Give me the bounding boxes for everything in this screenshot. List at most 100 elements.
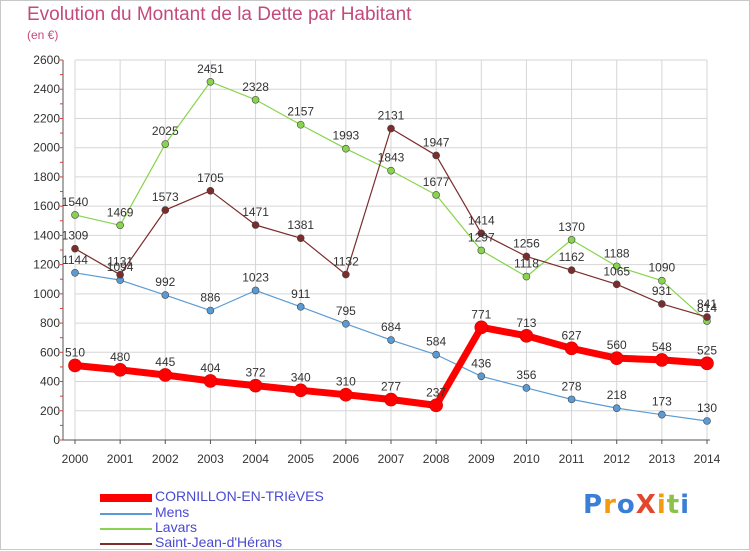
x-tick-label: 2004 [242,452,269,466]
series-point-0 [564,341,579,356]
legend-label: Saint-Jean-d'Hérans [155,534,283,550]
y-tick-label: 0 [53,433,60,447]
series-point-1 [206,306,215,315]
logo-letter: t [666,490,681,520]
series-point-0 [68,358,82,373]
series-point-1 [387,336,395,344]
x-tick-label: 2002 [152,452,179,466]
data-label: 886 [200,291,220,305]
x-tick-label: 2012 [603,452,630,466]
proxiti-logo: ProXiti [583,490,690,520]
data-label: 1993 [333,129,360,143]
series-point-3 [522,252,531,261]
data-label: 1094 [107,260,134,274]
y-tick-label: 2400 [33,82,60,96]
legend-label: Lavars [155,519,198,535]
data-label: 130 [697,401,717,415]
data-label: 1370 [558,220,585,234]
logo-letter: r [603,490,617,520]
series-point-3 [567,266,576,274]
series-point-3 [116,270,124,279]
series-point-0 [113,363,127,377]
y-tick-label: 800 [40,316,60,330]
data-label: 1162 [559,250,585,264]
y-tick-label: 200 [40,404,60,418]
data-label: 340 [291,370,311,384]
data-label: 2328 [242,80,269,94]
series-point-2 [71,211,79,219]
x-tick-label: 2013 [649,452,676,466]
logo-letter: i [680,490,691,520]
logo-letter: i [656,490,667,520]
series-point-3 [206,187,215,195]
series-point-2 [342,144,350,153]
data-label: 277 [381,380,401,394]
x-tick-label: 2014 [694,452,721,466]
data-label: 173 [652,395,672,409]
series-point-2 [296,120,305,129]
x-tick-label: 2003 [197,452,224,466]
data-label: 1297 [468,230,495,244]
series-point-3 [612,280,621,289]
data-label: 1471 [242,205,269,219]
data-label: 713 [516,316,536,330]
data-label: 795 [336,304,356,318]
series-point-3 [296,234,305,242]
legend-swatch [100,513,152,515]
series-point-2 [432,191,440,199]
series-point-0 [158,368,173,382]
data-label: 684 [381,320,401,334]
series-point-3 [342,270,350,279]
series-point-1 [71,268,79,277]
series-point-1 [161,291,170,299]
data-label: 931 [652,284,672,298]
series-point-1 [522,384,531,392]
data-label: 1381 [287,218,314,232]
unit-label: (en €) [27,28,59,42]
x-tick-label: 2008 [423,452,450,466]
y-tick-label: 1000 [33,287,60,301]
data-label: 310 [336,375,356,389]
data-label: 1065 [603,264,630,278]
series-point-2 [251,95,260,104]
series-point-0 [655,353,669,367]
x-tick-label: 2005 [287,452,314,466]
data-label: 1188 [604,246,630,260]
data-label: 1309 [62,229,89,243]
series-point-0 [429,398,443,413]
legend-swatch [100,543,152,545]
data-label: 445 [155,355,175,369]
data-label: 548 [652,340,672,354]
series-point-2 [567,235,576,244]
logo-letter: P [583,490,604,520]
data-label: 525 [697,343,717,357]
series-point-3 [477,229,486,238]
series-point-2 [387,166,395,175]
series-point-2 [206,77,215,86]
series-point-1 [612,404,621,412]
series-point-0 [519,328,534,343]
series-point-3 [703,313,711,321]
x-tick-label: 2006 [333,452,360,466]
data-label: 1023 [242,270,269,284]
data-label: 2451 [197,62,224,76]
data-label: 2025 [152,124,179,138]
data-label: 1540 [62,195,89,209]
series-point-2 [161,140,170,148]
data-label: 372 [246,366,266,380]
data-label: 480 [110,350,130,364]
data-label: 560 [607,338,627,352]
data-label: 2157 [287,105,314,119]
data-label: 404 [200,361,220,375]
legend-swatch [100,494,152,502]
y-tick-label: 400 [40,375,60,389]
y-tick-label: 2600 [33,53,60,67]
data-label: 510 [65,345,85,359]
series-point-3 [71,244,79,253]
data-label: 1131 [107,255,133,269]
data-label: 911 [291,287,310,301]
series-point-0 [384,392,398,407]
series-point-3 [251,221,260,229]
chart-title: Evolution du Montant de la Dette par Hab… [27,4,412,25]
